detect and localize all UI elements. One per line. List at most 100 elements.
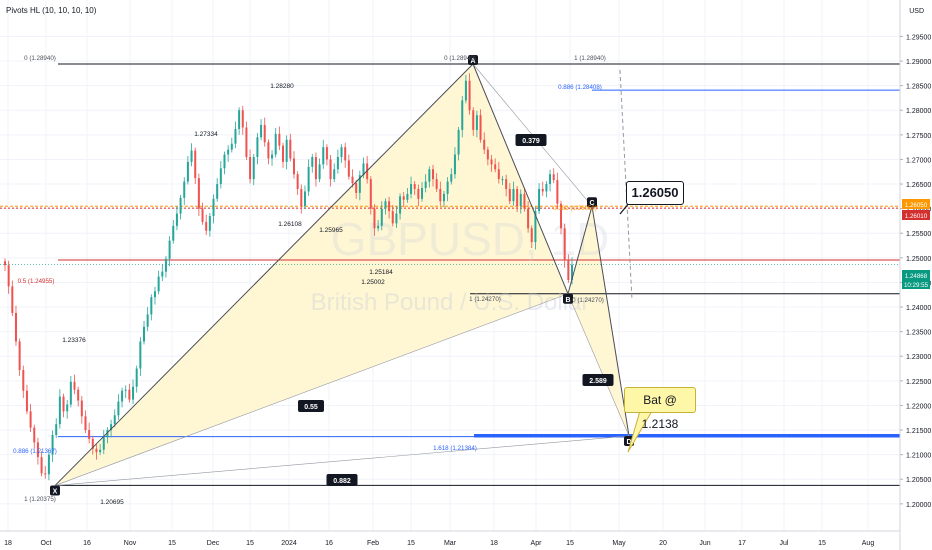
price-tick-label: 1.22000 <box>906 403 931 410</box>
candle-body <box>241 110 244 128</box>
candle-body <box>570 264 574 280</box>
candle <box>212 194 215 224</box>
time-tick-label: Nov <box>124 540 137 547</box>
candle <box>464 74 467 104</box>
candle-body <box>450 174 453 182</box>
candle-body <box>519 193 522 207</box>
ratio-label: 0.379 <box>522 138 540 145</box>
candle <box>380 201 383 231</box>
candle <box>190 143 193 167</box>
price-badge-bg <box>902 270 930 280</box>
candle <box>552 168 555 184</box>
candle-body <box>179 197 182 214</box>
candle <box>296 171 299 195</box>
candle <box>494 158 497 173</box>
candle-body <box>212 198 215 217</box>
time-tick-label: Dec <box>207 540 220 547</box>
price-tick-label: 1.27000 <box>906 157 931 164</box>
candle-body <box>208 216 211 231</box>
candle <box>69 375 72 408</box>
candle <box>355 180 358 199</box>
candle <box>527 201 530 233</box>
ratio-label: 0.882 <box>333 478 351 485</box>
candle <box>461 95 464 138</box>
candle-body <box>128 389 131 400</box>
candle-body <box>552 174 555 181</box>
candle-body <box>461 100 464 130</box>
candle <box>563 223 566 268</box>
pivot-label: 1.25965 <box>319 227 343 234</box>
candle-body <box>223 154 226 169</box>
candle-body <box>512 188 515 202</box>
candle <box>457 126 460 161</box>
time-tick-label: 17 <box>738 540 746 547</box>
candle-body <box>475 115 478 130</box>
ratio-badge: 0.55 <box>298 400 324 412</box>
price-tick-label: 1.20000 <box>906 502 931 509</box>
candle <box>227 145 230 162</box>
candle <box>36 437 39 465</box>
candle <box>442 190 445 208</box>
candle-body <box>464 80 467 101</box>
candle <box>377 219 380 232</box>
time-tick-label: Jul <box>780 540 789 547</box>
ratio-badge-bg <box>515 134 547 146</box>
candle-body <box>329 159 332 180</box>
time-axis[interactable]: 18 Oct 16 Nov 15 Dec 15 2024 16 Feb 15 Mar 18 Apr 15 Ma… <box>0 530 900 547</box>
candle <box>230 137 233 153</box>
candle-body <box>527 208 530 229</box>
candle-body <box>373 208 376 229</box>
bat-callout: Bat @ 1.2138 <box>624 387 696 431</box>
candle-body <box>523 193 526 209</box>
candle <box>62 393 65 418</box>
price-badge-bg <box>902 279 930 289</box>
candle <box>58 389 61 429</box>
candle <box>22 365 25 399</box>
candle <box>322 139 325 169</box>
candle <box>99 443 102 456</box>
candle <box>336 149 339 174</box>
candle-body <box>263 125 266 143</box>
candle-body <box>549 174 552 185</box>
candle <box>278 126 281 151</box>
pattern-point-b: B <box>563 293 573 304</box>
candle <box>271 150 274 166</box>
candle-body <box>95 448 98 453</box>
currency-label[interactable]: USD <box>909 8 924 15</box>
candle <box>329 155 332 187</box>
candle <box>18 338 21 376</box>
leg-bc <box>567 206 593 294</box>
candle <box>538 183 541 215</box>
time-tick-label: Mar <box>444 540 457 547</box>
ratio-badge: 2.589 <box>582 374 614 386</box>
candle <box>505 174 508 197</box>
candle <box>73 374 76 395</box>
candle-body <box>234 128 237 144</box>
candle <box>344 142 347 168</box>
candle-body <box>102 437 105 450</box>
price-badge-label: 1.26010 <box>905 213 928 220</box>
leg-cd <box>591 206 630 437</box>
time-tick-label: 15 <box>566 540 574 547</box>
candle-body <box>252 156 255 180</box>
leg-ab <box>472 63 569 294</box>
candle-body <box>490 159 493 165</box>
candle-body <box>256 137 259 157</box>
candle-body <box>40 457 43 474</box>
candle <box>292 151 295 179</box>
candle <box>483 132 486 155</box>
point-label: C <box>589 200 594 207</box>
candle-body <box>62 396 65 412</box>
price-tick-label: 1.28500 <box>906 84 931 91</box>
candle-body <box>11 286 14 313</box>
point-label: A <box>470 58 475 65</box>
candle-body <box>501 179 504 181</box>
candle <box>77 386 80 407</box>
triangle-xab <box>55 64 568 486</box>
candle-body <box>391 211 394 224</box>
price-axis[interactable]: 1.29500 1.29000 1.28500 1.28000 1.27500 1.270… <box>899 0 931 550</box>
candle <box>139 337 142 376</box>
candle <box>417 184 420 207</box>
candle <box>179 194 182 220</box>
